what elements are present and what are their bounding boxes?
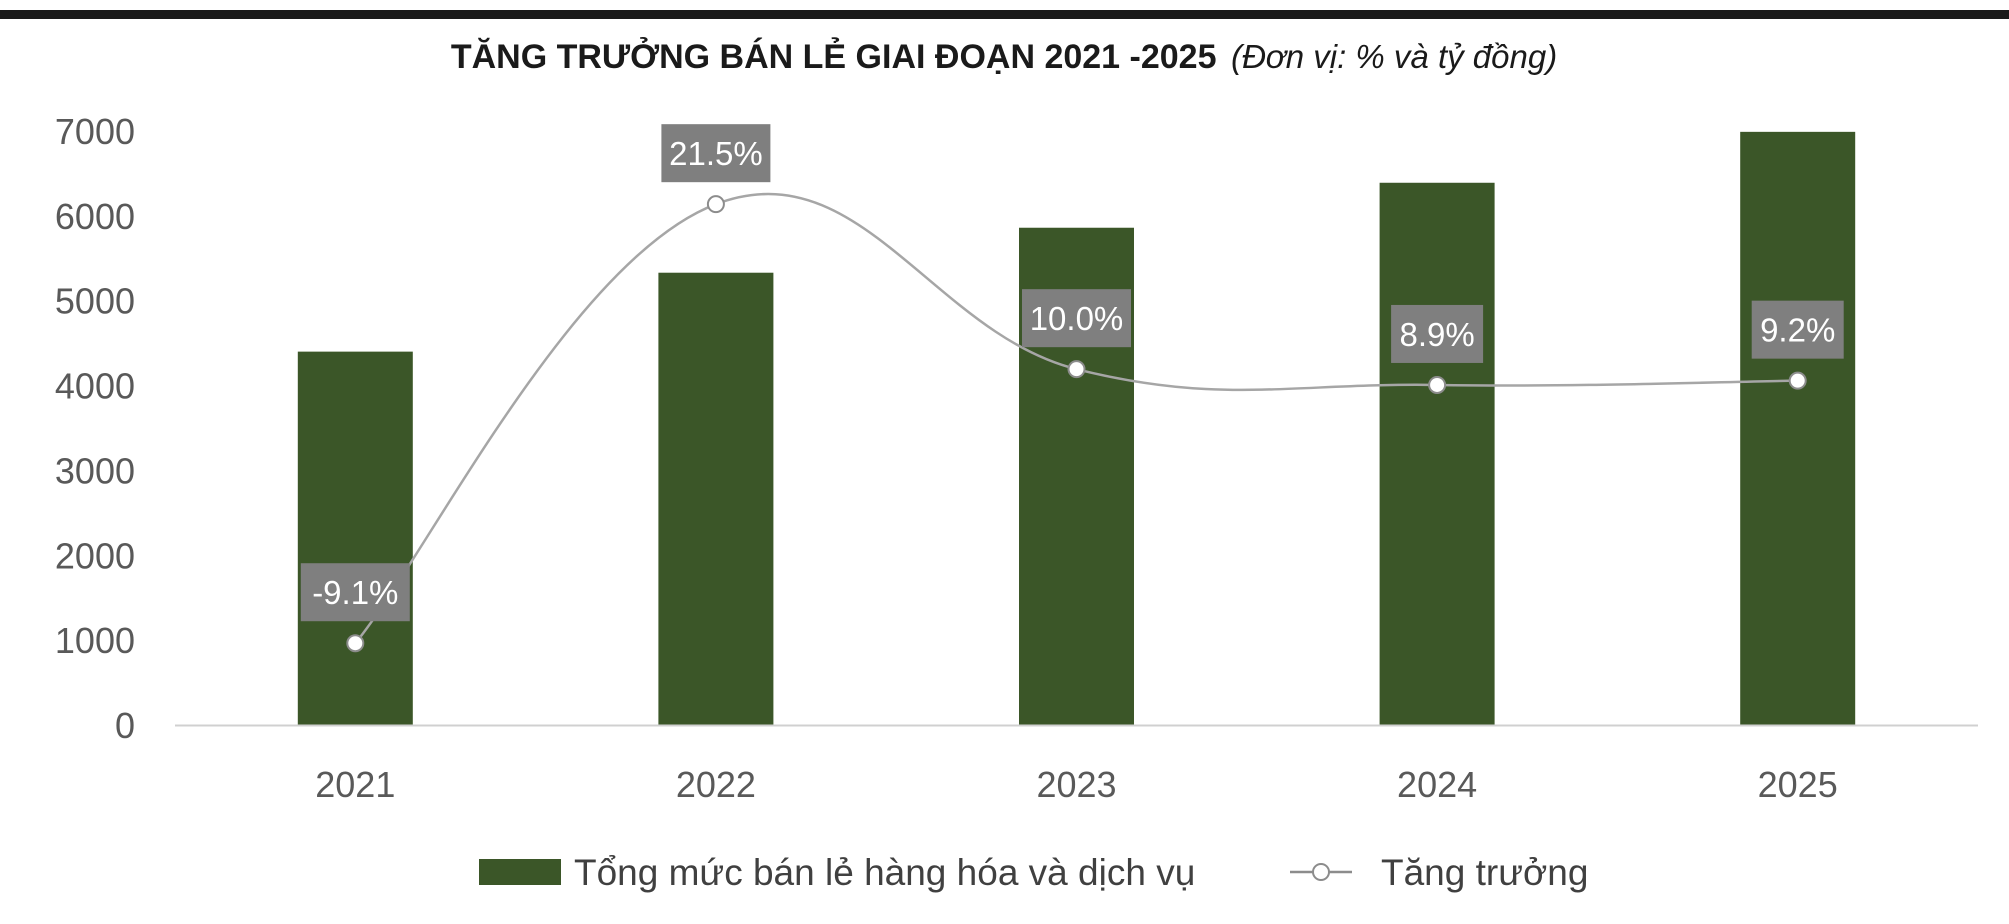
x-tick-label: 2021 [315,764,395,805]
y-axis: 0 1000 2000 3000 4000 5000 6000 7000 [55,111,135,746]
legend-label-bar: Tổng mức bán lẻ hàng hóa và dịch vụ [574,852,1195,893]
growth-point [1428,375,1447,394]
data-label-box [661,124,771,183]
data-label-box [300,563,410,622]
title-text: TĂNG TRƯỞNG BÁN LẺ GIAI ĐOẠN 2021 -2025 [451,38,1217,76]
top-rule [0,10,2009,19]
bar [658,272,774,725]
bar [297,351,413,725]
bar-series [297,131,1856,726]
growth-line [354,192,1798,645]
data-label: 21.5% [669,135,763,172]
title-unit: (Đơn vị: % và tỷ đồng) [1231,38,1557,75]
legend-label-line: Tăng trưởng [1381,852,1588,893]
data-label: 10.0% [1030,300,1124,337]
y-tick-label: 1000 [55,620,135,661]
data-label: 9.2% [1760,312,1835,349]
y-tick-label: 7000 [55,111,135,152]
growth-point [706,195,725,214]
x-axis: 2021 2022 2023 2024 2025 [315,764,1837,805]
data-label-box [1391,304,1484,363]
bar [1379,182,1495,725]
x-tick-label: 2025 [1758,764,1838,805]
y-tick-label: 2000 [55,535,135,576]
growth-data-labels: -9.1% 21.5% 10.0% 8.9% 9.2% [300,124,1844,622]
growth-point [1788,371,1807,390]
data-label: 8.9% [1399,316,1474,353]
y-tick-label: 3000 [55,450,135,491]
x-tick-label: 2023 [1036,764,1116,805]
growth-line-series [346,192,1807,653]
y-tick-label: 0 [115,705,135,746]
bar [1740,131,1856,725]
data-label-box [1751,300,1844,359]
chart-title: TĂNG TRƯỞNG BÁN LẺ GIAI ĐOẠN 2021 -2025 … [451,38,1557,76]
y-tick-label: 5000 [55,281,135,322]
data-label: -9.1% [312,574,398,611]
growth-point [346,634,365,653]
y-tick-label: 4000 [55,366,135,407]
data-label-box [1022,289,1131,348]
x-tick-label: 2022 [676,764,756,805]
legend-swatch-bar [479,859,561,885]
legend: Tổng mức bán lẻ hàng hóa và dịch vụ Tăng … [479,852,1588,893]
y-tick-label: 6000 [55,196,135,237]
growth-point [1067,360,1086,379]
x-tick-label: 2024 [1397,764,1477,805]
legend-swatch-marker [1312,863,1330,881]
